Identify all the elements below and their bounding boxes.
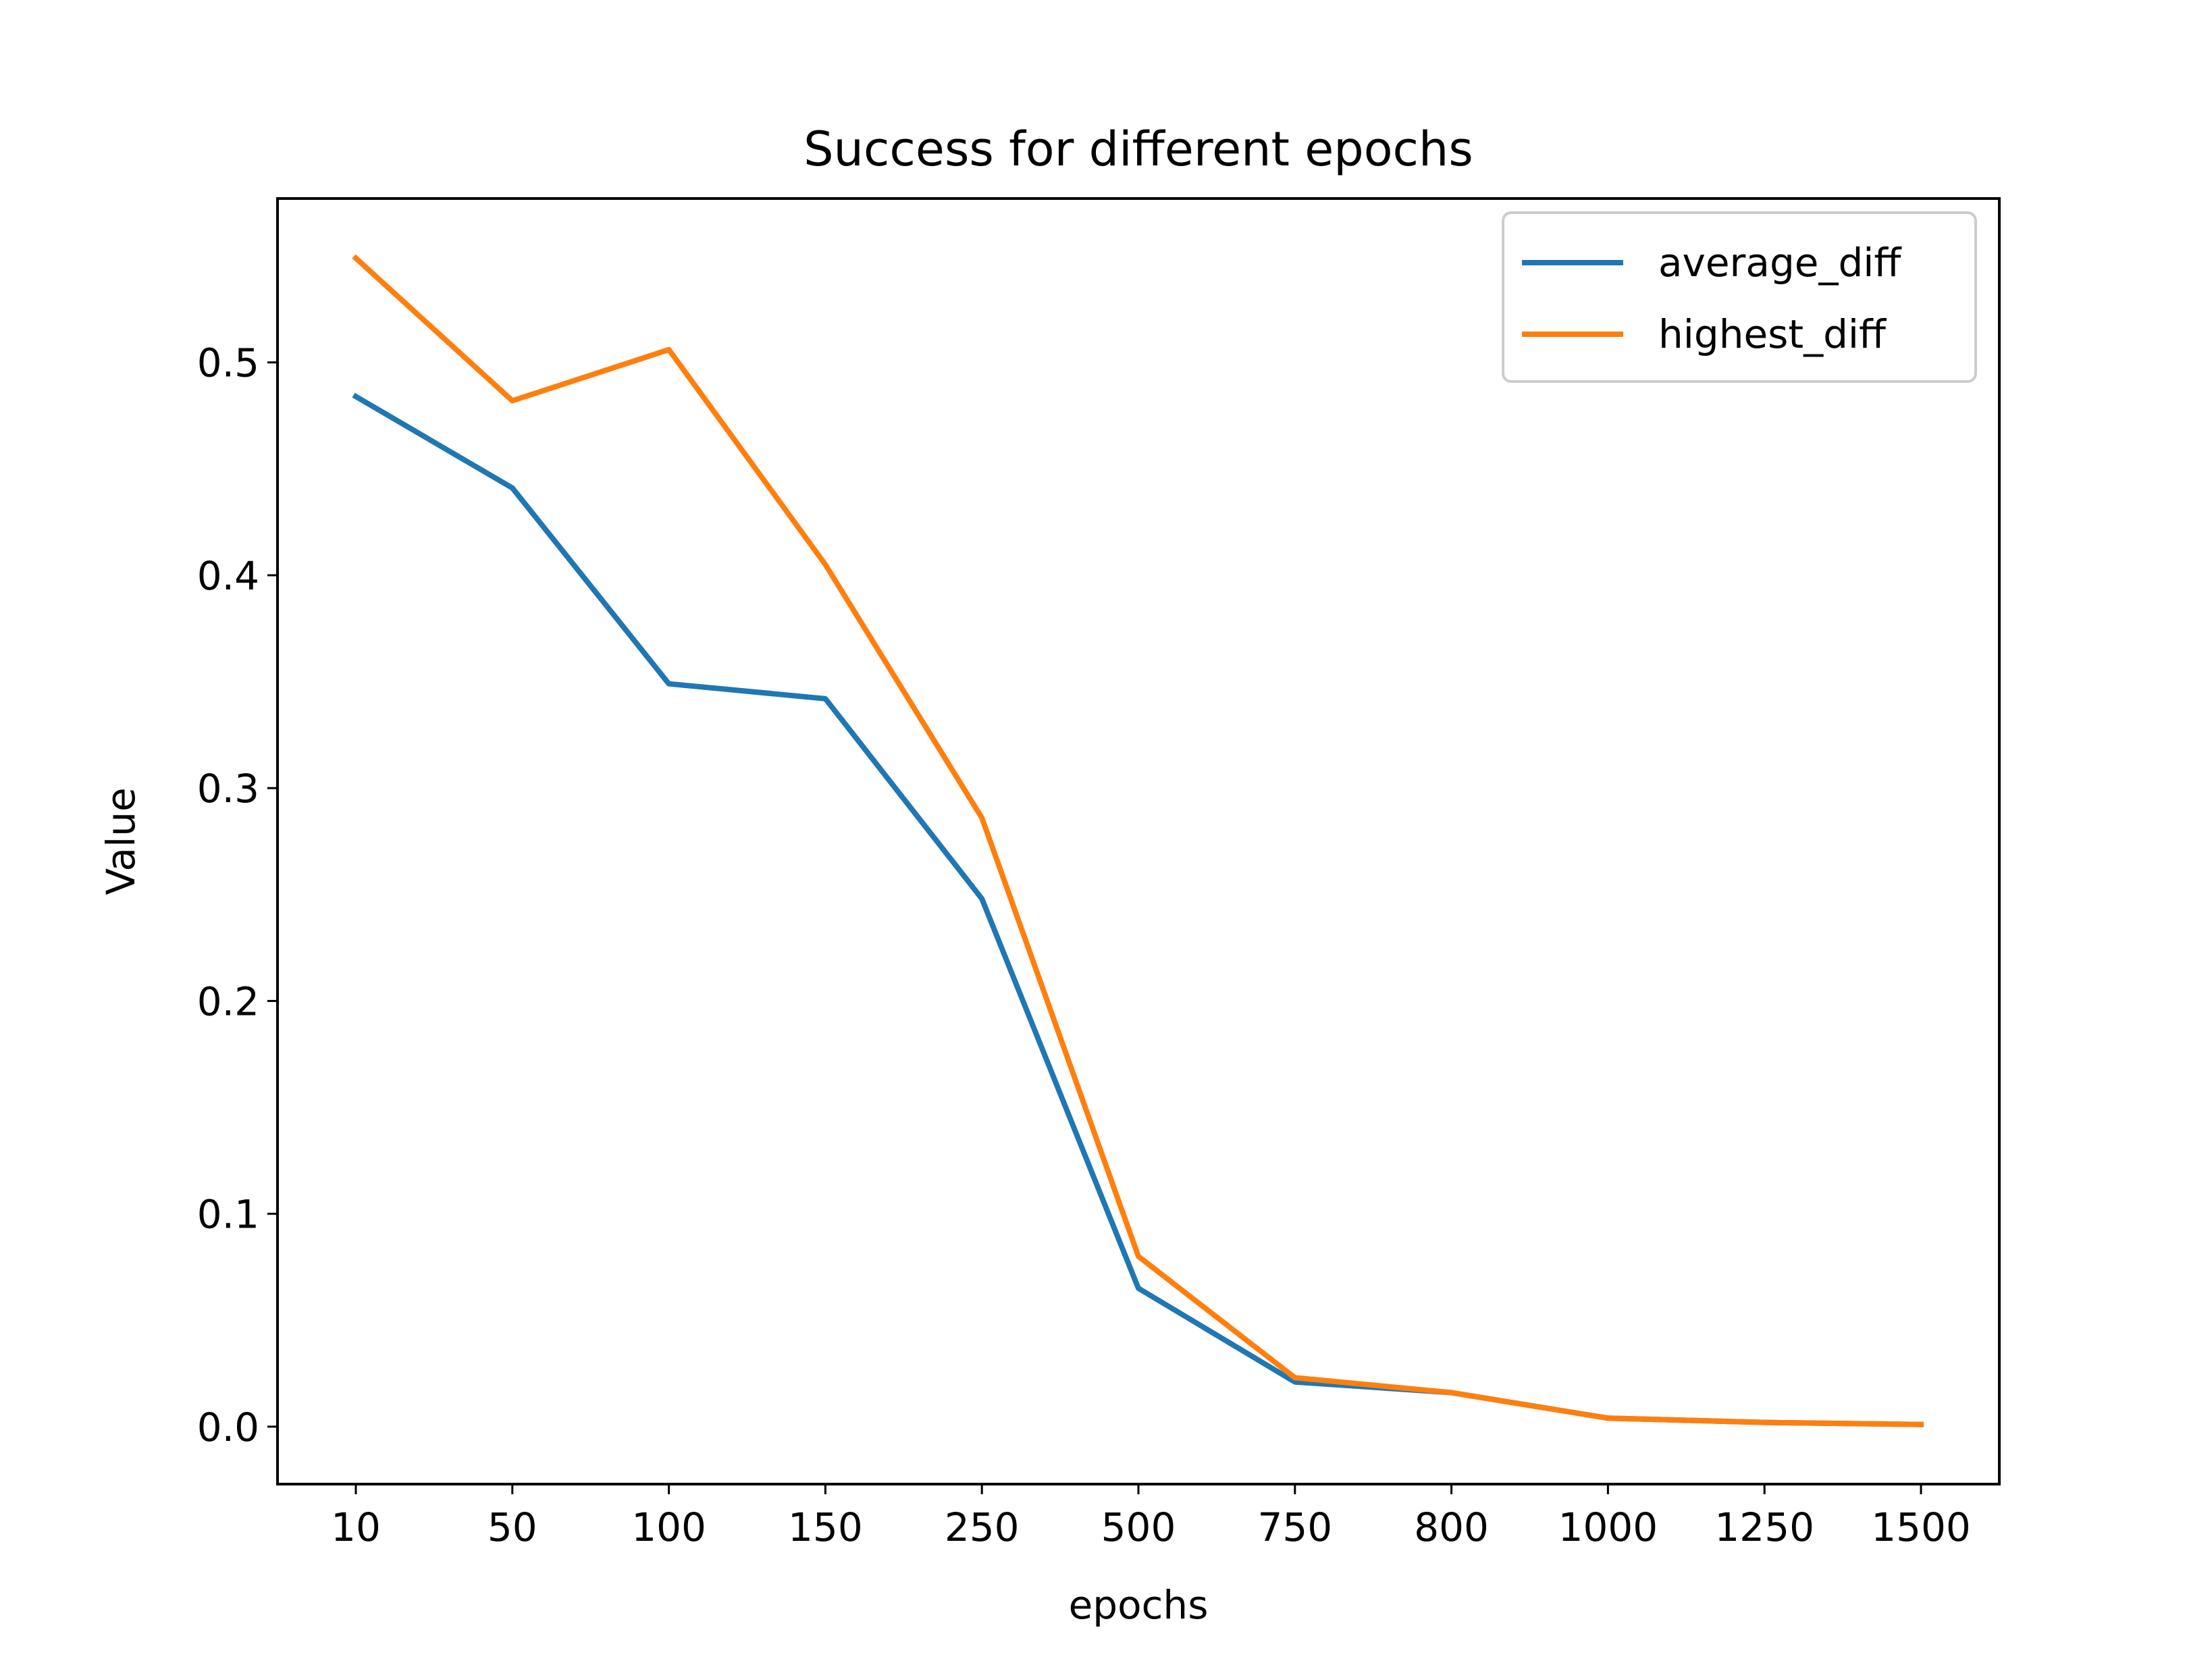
x-tick-label: 1250 [1714,1504,1814,1550]
x-tick-label: 10 [331,1504,381,1550]
y-axis-title: Value [98,787,144,895]
x-tick-label: 800 [1414,1504,1489,1550]
chart-title: Success for different epochs [804,122,1473,177]
x-axis: 10 50 100 150 250 500 750 800 1000 1250 1500 [331,1484,1971,1550]
x-axis-title: epochs [1069,1582,1209,1628]
y-tick-label: 0.1 [197,1192,259,1238]
x-tick-label: 250 [945,1504,1020,1550]
x-tick-label: 100 [631,1504,706,1550]
y-tick-label: 0.4 [197,553,259,599]
x-tick-label: 1000 [1558,1504,1658,1550]
x-tick-label: 750 [1257,1504,1332,1550]
y-tick-label: 0.5 [197,340,259,386]
y-tick-label: 0.2 [197,978,259,1024]
legend-label-highest-diff: highest_diff [1658,311,1887,357]
x-tick-label: 50 [488,1504,537,1550]
y-tick-label: 0.0 [197,1404,259,1450]
x-tick-label: 150 [788,1504,863,1550]
legend-label-average-diff: average_diff [1658,240,1902,286]
x-tick-label: 500 [1101,1504,1176,1550]
x-tick-label: 1500 [1871,1504,1971,1550]
series-layer [352,254,1924,1427]
y-axis: 0.0 0.1 0.2 0.3 0.4 0.5 [197,340,278,1450]
y-tick-label: 0.3 [197,766,259,812]
legend-box [1502,211,1977,383]
legend: average_diff highest_diff [1502,211,1977,383]
series-line-highest-diff [352,254,1924,1427]
